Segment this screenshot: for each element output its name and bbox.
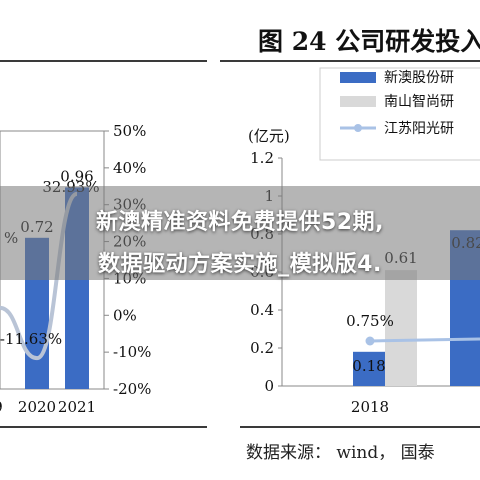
point-jiangsu-2018 bbox=[365, 336, 375, 346]
legend-label-xinao: 新澳股份研 bbox=[384, 70, 454, 86]
y-right-tick-5: 0% bbox=[113, 306, 137, 324]
legend-label-nanshan: 南山智尚研 bbox=[384, 94, 454, 110]
y-tick-5: 0.2 bbox=[250, 339, 274, 357]
line-jiangsu bbox=[369, 337, 480, 343]
y-tick-4: 0.4 bbox=[250, 301, 274, 319]
y-right-tick-7: -20% bbox=[113, 380, 151, 398]
legend-swatch-nanshan bbox=[340, 96, 376, 107]
source-note: 数据来源： wind， 国泰 bbox=[246, 443, 435, 463]
legend-swatch-jiangsu-dot bbox=[354, 124, 362, 132]
y-tick-6: 0 bbox=[264, 377, 274, 395]
bar-label-2021: 0.96 bbox=[60, 167, 93, 185]
overlay-line-1: 新澳精准资料免费提供52期, bbox=[96, 210, 384, 235]
overlay-line-2: 数据驱动方案实施_模拟版4. bbox=[98, 252, 382, 277]
legend-swatch-xinao bbox=[340, 72, 376, 83]
y-tick-0: 1.2 bbox=[250, 149, 274, 167]
x-tick-0: 9 bbox=[0, 398, 3, 416]
y-axis-unit: (亿元) bbox=[248, 127, 290, 145]
y-right-tick-0: 50% bbox=[113, 122, 146, 140]
bar-xinao-2018 bbox=[353, 351, 385, 386]
overlay-banner bbox=[0, 186, 480, 280]
y-right-tick-6: -10% bbox=[113, 343, 151, 361]
line-label-jiangsu-2018: 0.75% bbox=[346, 312, 394, 330]
x-tick-1: 2020 bbox=[18, 398, 56, 416]
bar-nanshan-2018 bbox=[385, 270, 417, 386]
x-tick-2: 2021 bbox=[58, 398, 96, 416]
y-right-tick-1: 40% bbox=[113, 159, 146, 177]
figure-title: 图 24 公司研发投入 bbox=[258, 27, 480, 56]
legend-label-jiangsu: 江苏阳光研 bbox=[384, 121, 454, 137]
legend-box bbox=[319, 67, 480, 161]
bar-label-xinao-2018: 0.18 bbox=[352, 357, 385, 375]
x-tick-2018: 2018 bbox=[351, 398, 389, 416]
growth-label-2020: -11.63% bbox=[0, 330, 62, 348]
